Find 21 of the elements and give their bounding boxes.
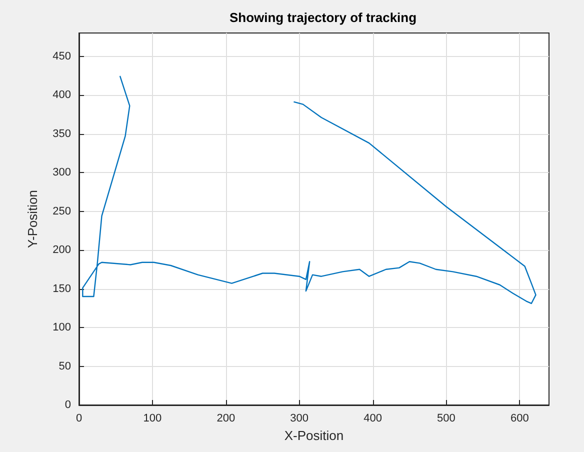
x-tick-label: 100 — [143, 412, 162, 424]
y-tick-label: 0 — [64, 399, 71, 411]
x-tick-label: 200 — [216, 412, 236, 424]
line-series — [82, 76, 536, 304]
y-axis-title: Y-Position — [25, 190, 40, 248]
y-tick-label: 350 — [52, 128, 71, 140]
y-tick-label: 400 — [52, 89, 71, 101]
x-axis-title: X-Position — [284, 428, 344, 443]
y-tick-label: 450 — [52, 50, 71, 62]
y-tick-label: 100 — [52, 322, 71, 334]
x-tick-label: 0 — [76, 412, 82, 424]
x-tick-label: 500 — [437, 412, 456, 424]
y-tick-label: 200 — [52, 244, 71, 256]
x-tick-label: 600 — [510, 412, 529, 424]
x-tick-label: 400 — [364, 412, 382, 424]
y-tick-label: 150 — [52, 282, 71, 295]
x-tick-label: 300 — [290, 412, 308, 424]
chart-title: Showing trajectory of tracking — [229, 10, 417, 25]
y-tick-label: 250 — [52, 205, 71, 218]
y-tick-label: 50 — [58, 360, 71, 372]
y-tick-label: 300 — [52, 166, 71, 178]
